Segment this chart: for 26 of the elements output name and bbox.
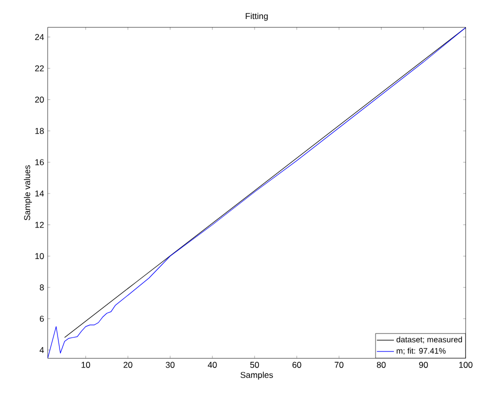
y-tick-label: 8	[40, 284, 44, 290]
x-tick-label: 10	[82, 362, 90, 368]
x-axis-title: Samples	[240, 372, 273, 380]
y-tick-label: 6	[40, 316, 44, 322]
y-tick-label: 10	[35, 253, 44, 260]
x-tick-label: 100	[459, 362, 472, 368]
y-tick-label: 18	[35, 128, 44, 134]
y-axis-title: Sample values	[24, 165, 32, 220]
legend-label: dataset; measured	[396, 336, 462, 344]
x-tick-label: 80	[376, 362, 386, 368]
x-tick-label: 60	[292, 362, 302, 368]
legend-label: m; fit: 97.41%	[396, 348, 446, 355]
y-tick-label: 24	[35, 34, 44, 40]
y-tick-label: 14	[35, 190, 44, 196]
x-tick-label: 40	[208, 362, 217, 368]
x-tick-label: 50	[250, 362, 259, 368]
y-tick-label: 4	[40, 347, 44, 353]
x-tick-label: 30	[166, 362, 175, 368]
y-tick-label: 20	[35, 96, 44, 103]
chart-title: Fitting	[246, 12, 268, 21]
y-tick-label: 12	[35, 222, 44, 228]
y-tick-label: 22	[35, 65, 44, 72]
x-tick-label: 70	[334, 362, 344, 368]
x-tick-label: 20	[124, 362, 132, 368]
x-tick-label: 90	[419, 362, 428, 368]
y-tick-label: 16	[35, 159, 44, 166]
